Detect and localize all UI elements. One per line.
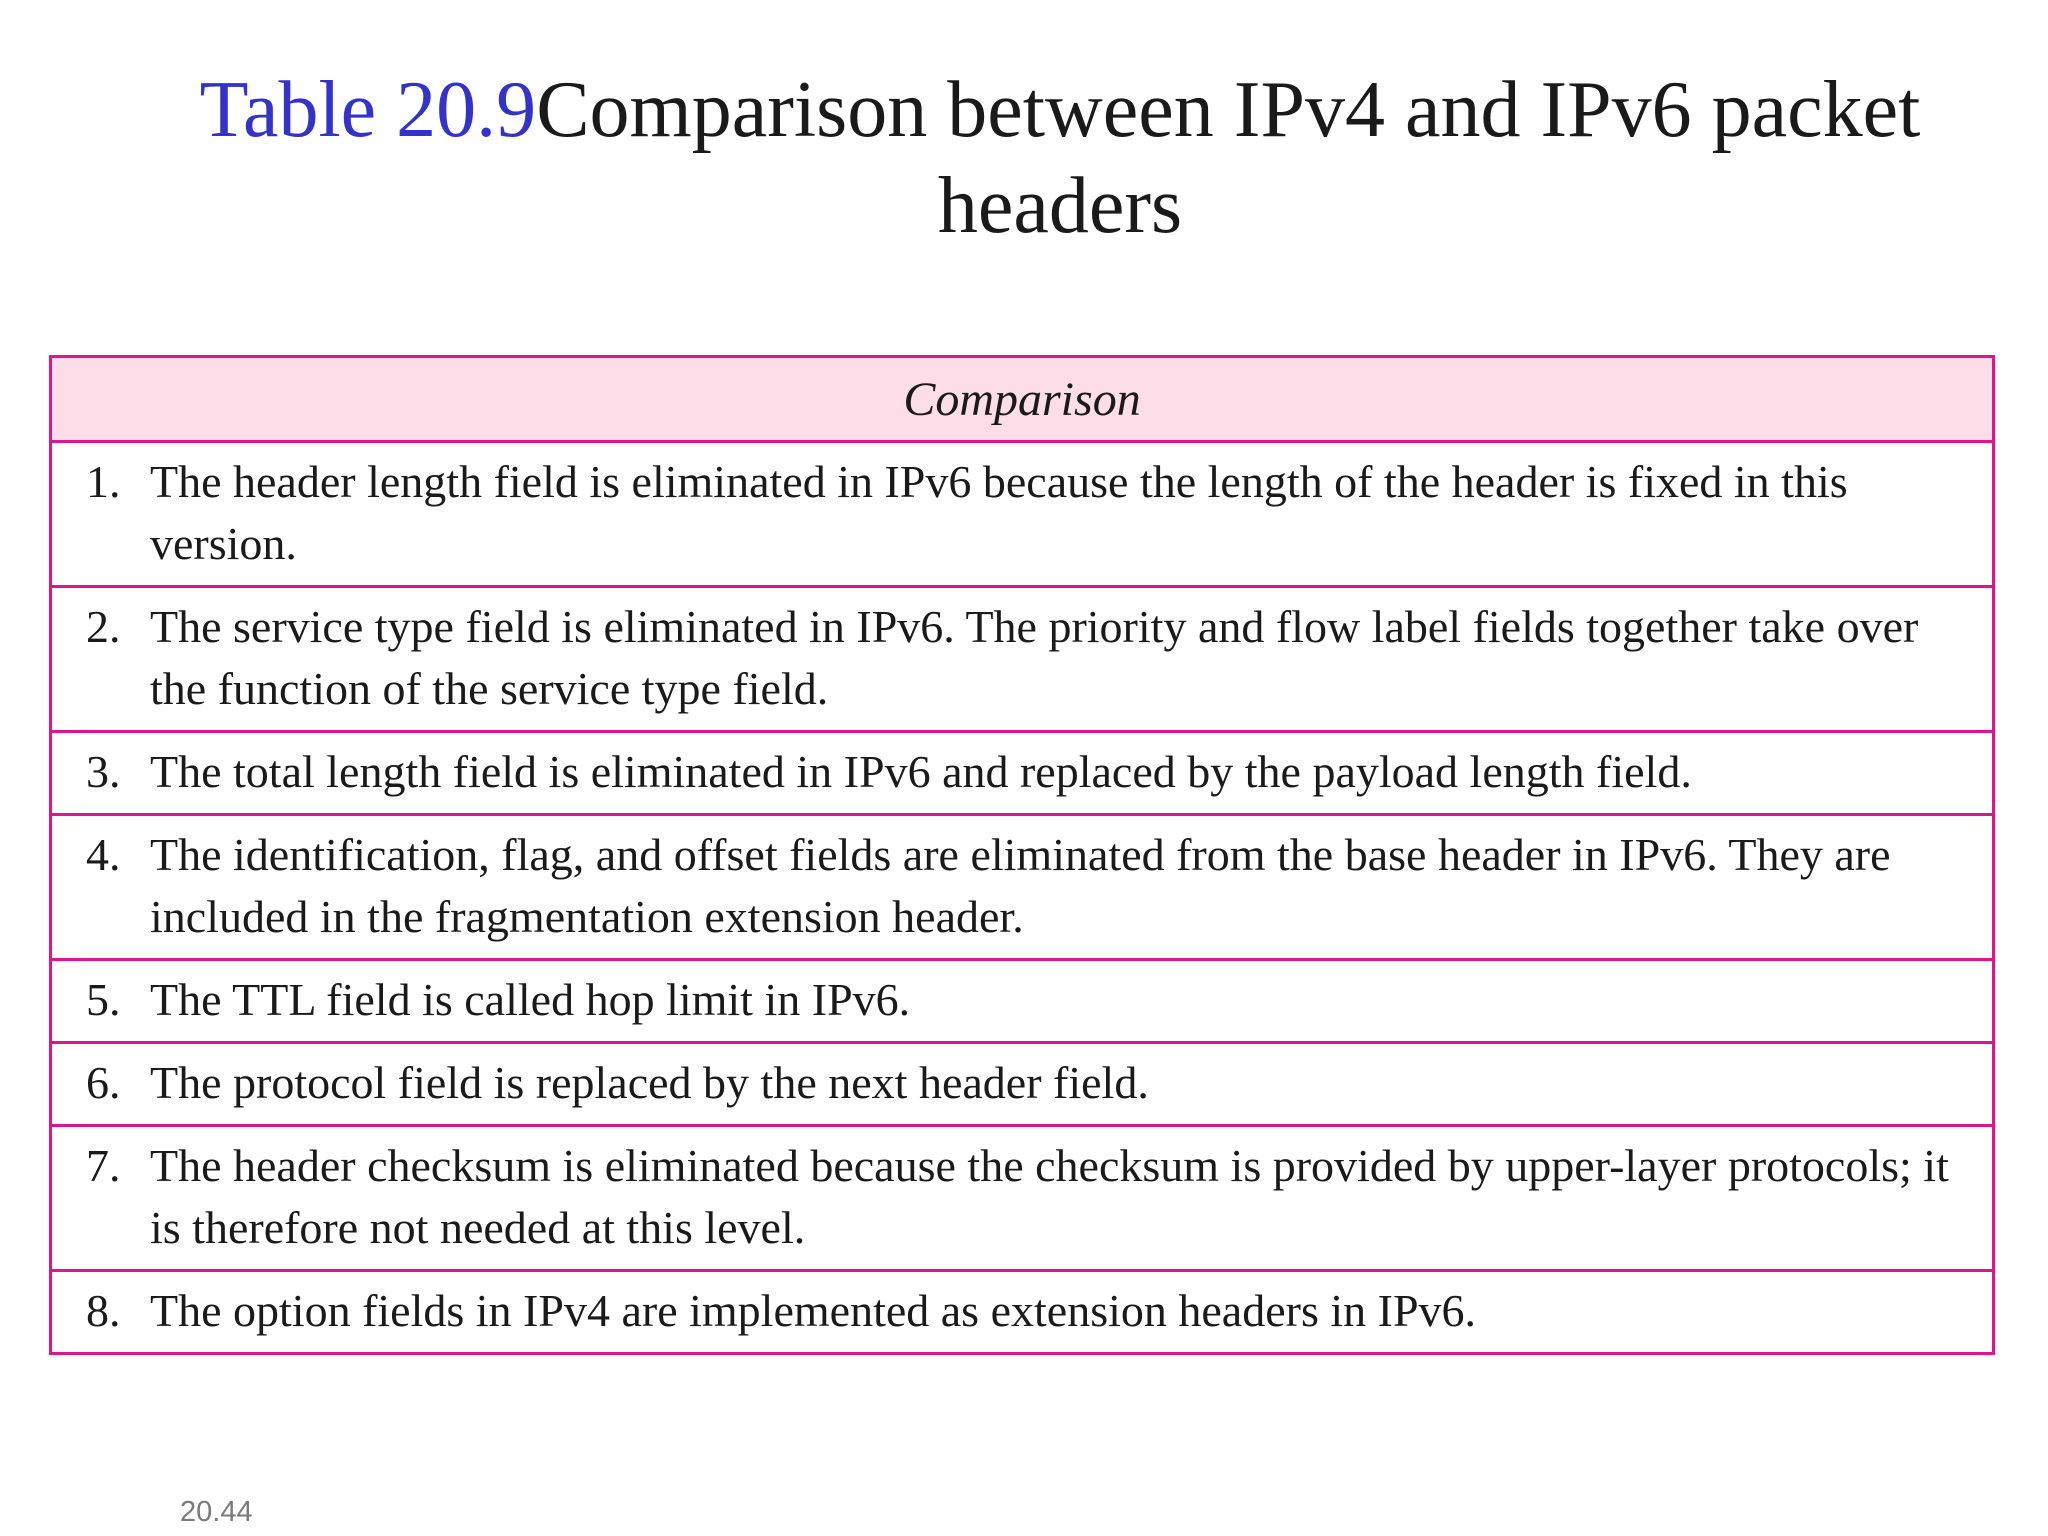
table-row: 8. The option fields in IPv4 are implemen…	[49, 1269, 1995, 1355]
row-cell: 5. The TTL field is called hop limit in I…	[49, 958, 1995, 1044]
row-cell: 4. The identification, flag, and offset f…	[49, 813, 1995, 961]
row-number: 6.	[86, 1057, 121, 1108]
table-header: Comparison	[49, 355, 1995, 443]
row-number: 7.	[86, 1140, 121, 1191]
row-number: 4.	[86, 829, 121, 880]
row-number: 1.	[86, 456, 121, 507]
row-text: The identification, flag, and offset fie…	[150, 829, 1891, 942]
table-row: 3. The total length field is eliminated i…	[49, 730, 1995, 816]
row-text: The header checksum is eliminated becaus…	[150, 1140, 1949, 1253]
table-row: 2. The service type field is eliminated i…	[49, 585, 1995, 733]
table-row: 1. The header length field is eliminated …	[49, 440, 1995, 588]
title-text: Comparison between IPv4 and IPv6 packet …	[536, 66, 1921, 250]
page-number: 20.44	[180, 1496, 253, 1528]
table-row: 5. The TTL field is called hop limit in I…	[49, 958, 1995, 1044]
row-text: The total length field is eliminated in …	[150, 746, 1692, 797]
table-row: 7. The header checksum is eliminated beca…	[49, 1124, 1995, 1272]
row-cell: 7. The header checksum is eliminated beca…	[49, 1124, 1995, 1272]
row-text: The service type field is eliminated in …	[150, 601, 1919, 714]
row-cell: 6. The protocol field is replaced by the …	[49, 1041, 1995, 1127]
row-cell: 3. The total length field is eliminated i…	[49, 730, 1995, 816]
row-text: The option fields in IPv4 are implemente…	[150, 1285, 1477, 1336]
row-number: 2.	[86, 601, 121, 652]
comparison-table: Comparison 1. The header length field is …	[49, 355, 1995, 1355]
row-cell: 1. The header length field is eliminated …	[49, 440, 1995, 588]
row-cell: 2. The service type field is eliminated i…	[49, 585, 1995, 733]
row-text: The TTL field is called hop limit in IPv…	[150, 974, 911, 1025]
row-number: 3.	[86, 746, 121, 797]
row-number: 5.	[86, 974, 121, 1025]
row-text: The protocol field is replaced by the ne…	[150, 1057, 1149, 1108]
table-number: Table 20.9	[199, 66, 537, 154]
table-row: 4. The identification, flag, and offset f…	[49, 813, 1995, 961]
table-row: 6. The protocol field is replaced by the …	[49, 1041, 1995, 1127]
row-number: 8.	[86, 1285, 121, 1336]
row-text: The header length field is eliminated in…	[150, 456, 1848, 569]
slide-title: Table 20.9Comparison between IPv4 and IP…	[150, 62, 1970, 254]
row-cell: 8. The option fields in IPv4 are implemen…	[49, 1269, 1995, 1355]
